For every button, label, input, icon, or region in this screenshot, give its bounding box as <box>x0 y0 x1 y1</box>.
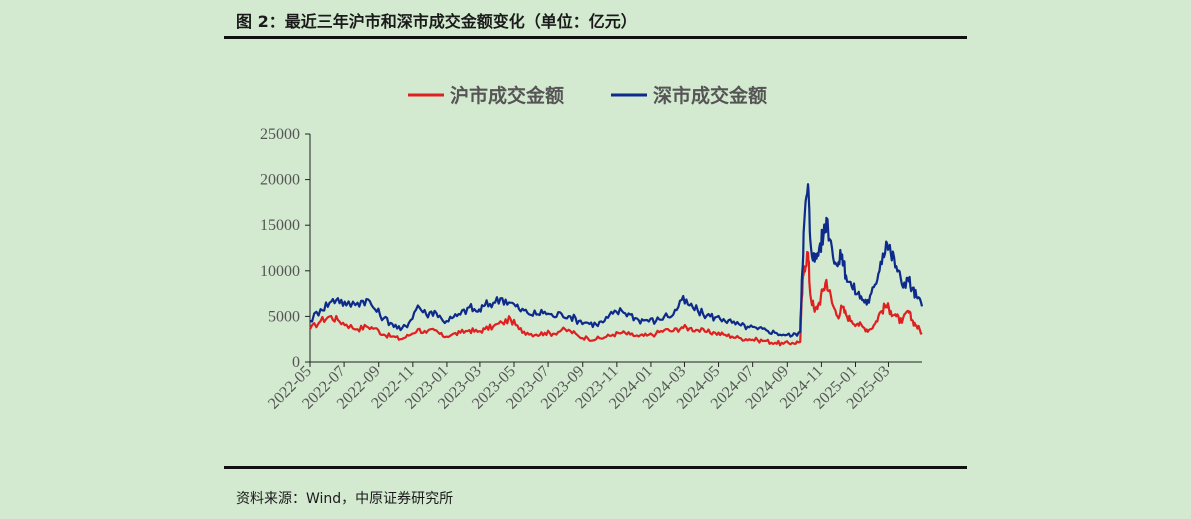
source-note: 资料来源：Wind，中原证券研究所 <box>236 491 454 507</box>
y-tick-label: 15000 <box>260 217 300 234</box>
legend-label-2: 深市成交金额 <box>653 84 767 107</box>
y-tick-label: 20000 <box>260 172 300 189</box>
series-line-1 <box>309 250 923 347</box>
axes: 05000100001500020000250002022-052022-072… <box>260 126 922 413</box>
series-line-2 <box>309 183 924 338</box>
y-tick-label: 0 <box>292 354 300 371</box>
figure-title: 图 2：最近三年沪市和深市成交金额变化（单位：亿元） <box>236 12 637 31</box>
y-tick-label: 25000 <box>260 126 300 143</box>
y-tick-label: 10000 <box>260 263 300 280</box>
legend: 沪市成交金额 深市成交金额 <box>408 84 767 107</box>
y-tick-label: 5000 <box>268 308 300 325</box>
legend-label-1: 沪市成交金额 <box>450 84 564 107</box>
top-rule <box>224 36 967 39</box>
bottom-rule <box>224 466 967 469</box>
series-layer <box>309 183 924 347</box>
